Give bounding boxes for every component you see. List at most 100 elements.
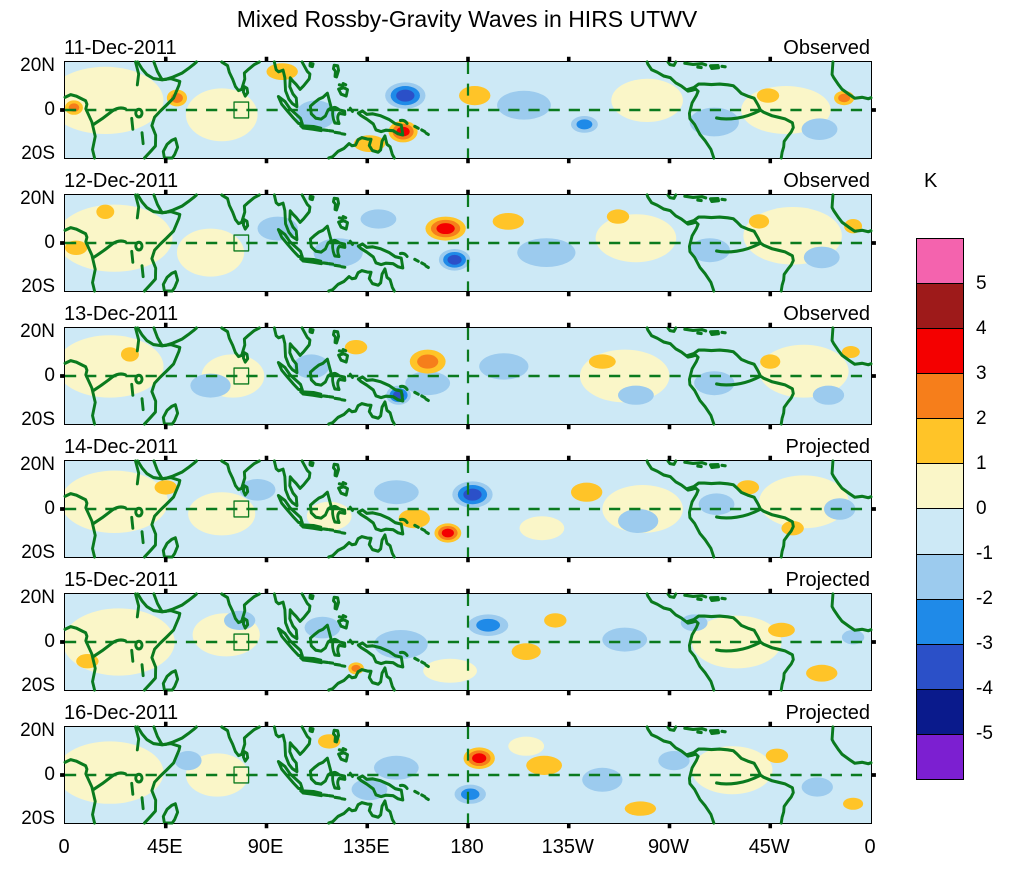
colorbar-swatches: [916, 238, 964, 780]
lat-axis-label: 0: [44, 498, 55, 519]
anomaly-blob: [838, 93, 851, 103]
anomaly-blob: [765, 748, 789, 763]
map-canvas: [58, 719, 878, 831]
map-box: [58, 54, 878, 166]
panels-column: Mixed Rossby-Gravity Waves in HIRS UTWV …: [0, 6, 890, 858]
lat-axis-label: 0: [44, 631, 55, 652]
anomaly-blob: [736, 480, 760, 495]
anomaly-blob: [96, 204, 115, 219]
anomaly-blob: [174, 751, 202, 771]
anomaly-blob: [239, 479, 276, 501]
figure-title: Mixed Rossby-Gravity Waves in HIRS UTWV: [236, 6, 698, 32]
anomaly-blob: [447, 254, 462, 265]
anomaly-blob: [694, 371, 735, 396]
anomaly-blob: [588, 354, 616, 369]
lat-axis-label: 20S: [21, 675, 55, 696]
lat-axis-label: 20S: [21, 542, 55, 563]
colorbar-tick-label: 1: [976, 453, 987, 474]
anomaly-blob: [698, 493, 735, 515]
map-panel: 16-Dec-2011 Projected 20N 0 20S: [0, 701, 890, 831]
colorbar-cell: [917, 283, 963, 329]
anomaly-blob: [463, 488, 482, 501]
anomaly-blob: [190, 373, 231, 398]
panel-mode: Projected: [785, 569, 871, 591]
anomaly-blob: [65, 335, 164, 398]
anomaly-blob: [344, 340, 368, 355]
anomaly-blob: [544, 613, 567, 628]
colorbar-tick-label: -3: [976, 633, 993, 654]
anomaly-blob: [689, 107, 739, 137]
anomaly-blob: [472, 753, 487, 764]
anomaly-blob: [396, 89, 415, 102]
lon-axis-label: 0: [58, 836, 70, 858]
anomaly-blob: [436, 223, 455, 235]
lat-axis-label: 20S: [21, 808, 55, 829]
map-canvas: [58, 453, 878, 565]
lon-axis-label: 180: [450, 836, 484, 858]
map-canvas: [58, 187, 878, 299]
anomaly-blob: [373, 755, 419, 780]
lon-axis-label: 45W: [748, 836, 790, 858]
anomaly-blob: [373, 630, 428, 659]
lon-axis-label: 90E: [247, 836, 284, 858]
colorbar-cell: [917, 598, 963, 644]
map-box: [58, 586, 878, 698]
map-box: [58, 187, 878, 299]
colorbar-tick-label: 0: [976, 498, 987, 519]
anomaly-blob: [293, 354, 330, 379]
lat-axis-label: 20S: [21, 409, 55, 430]
anomaly-blob: [65, 66, 164, 134]
panel-date: 16-Dec-2011: [64, 702, 179, 724]
lat-axis-label: 20S: [21, 276, 55, 297]
anomaly-blob: [65, 240, 88, 255]
panel-mode: Projected: [785, 702, 871, 724]
anomaly-blob: [65, 741, 164, 804]
map-canvas: [58, 586, 878, 698]
map-panel: 12-Dec-2011 Observed 20N 0 20S: [0, 169, 890, 299]
anomaly-blob: [295, 100, 336, 130]
colorbar-tick-label: -4: [976, 678, 993, 699]
anomaly-blob: [423, 658, 477, 683]
anomaly-blob: [476, 618, 501, 632]
anomaly-blob: [806, 664, 838, 682]
panel-mode: Projected: [785, 436, 871, 458]
lat-axis-label: 0: [44, 232, 55, 253]
anomaly-blob: [460, 788, 480, 800]
anomaly-blob: [801, 118, 838, 140]
anomaly-blob: [801, 777, 833, 797]
colorbar-tick-label: 4: [976, 318, 987, 339]
lat-axis-label: 20N: [20, 454, 55, 475]
anomaly-blob: [658, 751, 690, 771]
colorbar-cell: [917, 508, 963, 554]
colorbar-cell: [917, 733, 963, 779]
anomaly-field: [65, 470, 856, 543]
colorbar-tick-label: 2: [976, 408, 987, 429]
anomaly-blob: [526, 755, 563, 775]
colorbar-cell: [917, 328, 963, 374]
anomaly-blob: [606, 209, 630, 224]
panel-mode: Observed: [783, 37, 870, 59]
anomaly-blob: [188, 492, 256, 536]
anomaly-blob: [154, 480, 177, 495]
colorbar-tick-label: -1: [976, 543, 993, 564]
anomaly-blob: [618, 509, 659, 533]
anomaly-blob: [508, 736, 545, 756]
colorbar-tick-label: 3: [976, 363, 987, 384]
anomaly-blob: [519, 516, 565, 541]
map-canvas: [58, 320, 878, 432]
anomaly-blob: [611, 78, 683, 122]
anomaly-blob: [570, 482, 603, 502]
colorbar-tick-label: 5: [976, 273, 987, 294]
colorbar-tick-label: -5: [976, 723, 993, 744]
anomaly-blob: [768, 622, 795, 638]
lat-axis-label: 20N: [20, 321, 55, 342]
anomaly-blob: [120, 347, 139, 362]
panel-date: 13-Dec-2011: [64, 303, 179, 325]
panel-date: 14-Dec-2011: [64, 436, 179, 458]
map-box: [58, 453, 878, 565]
anomaly-blob: [511, 643, 541, 660]
lon-axis-label: 90W: [647, 836, 690, 858]
colorbar: K 5 4 3 2 1 0 -1 -2 -3 -4 -5: [916, 170, 993, 780]
colorbar-cell: [917, 643, 963, 689]
